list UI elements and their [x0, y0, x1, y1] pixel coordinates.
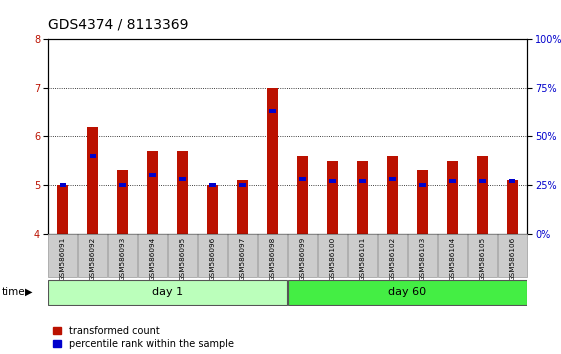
Bar — [240, 183, 246, 187]
FancyBboxPatch shape — [258, 234, 287, 278]
Bar — [389, 177, 396, 181]
FancyBboxPatch shape — [228, 234, 257, 278]
FancyBboxPatch shape — [348, 234, 377, 278]
Text: GSM586103: GSM586103 — [420, 237, 425, 281]
Text: GSM586102: GSM586102 — [389, 237, 396, 281]
Bar — [479, 179, 485, 183]
Bar — [149, 173, 156, 177]
Text: GSM586104: GSM586104 — [449, 237, 456, 281]
Text: day 1: day 1 — [152, 287, 183, 297]
Text: ▶: ▶ — [25, 287, 32, 297]
Bar — [447, 161, 458, 234]
Bar — [387, 156, 398, 234]
FancyBboxPatch shape — [288, 234, 317, 278]
FancyBboxPatch shape — [468, 234, 497, 278]
Bar — [117, 170, 128, 234]
Bar — [148, 151, 158, 234]
Bar — [57, 185, 68, 234]
Bar — [419, 183, 426, 187]
Bar — [209, 183, 216, 187]
Text: GSM586101: GSM586101 — [360, 237, 365, 281]
FancyBboxPatch shape — [48, 234, 77, 278]
Bar — [507, 180, 518, 234]
Bar — [327, 161, 338, 234]
Bar — [297, 156, 308, 234]
Text: GSM586092: GSM586092 — [90, 237, 96, 281]
Bar — [180, 177, 186, 181]
Text: GSM586091: GSM586091 — [59, 237, 66, 281]
Bar — [208, 185, 218, 234]
Text: GDS4374 / 8113369: GDS4374 / 8113369 — [48, 18, 188, 32]
FancyBboxPatch shape — [378, 234, 407, 278]
Bar — [177, 151, 188, 234]
FancyBboxPatch shape — [78, 234, 107, 278]
FancyBboxPatch shape — [108, 234, 137, 278]
Text: GSM586095: GSM586095 — [180, 237, 186, 281]
Bar — [449, 179, 456, 183]
Text: GSM586093: GSM586093 — [119, 237, 126, 281]
Bar — [267, 87, 278, 234]
Text: GSM586096: GSM586096 — [210, 237, 215, 281]
Bar — [88, 126, 98, 234]
FancyBboxPatch shape — [438, 234, 467, 278]
Bar — [300, 177, 306, 181]
Text: GSM586100: GSM586100 — [329, 237, 335, 281]
FancyBboxPatch shape — [168, 234, 197, 278]
Text: GSM586106: GSM586106 — [509, 237, 516, 281]
Text: day 60: day 60 — [388, 287, 426, 297]
Legend: transformed count, percentile rank within the sample: transformed count, percentile rank withi… — [53, 326, 234, 349]
FancyBboxPatch shape — [498, 234, 527, 278]
Bar — [269, 109, 275, 113]
FancyBboxPatch shape — [318, 234, 347, 278]
FancyBboxPatch shape — [48, 280, 287, 305]
Text: GSM586098: GSM586098 — [269, 237, 275, 281]
Bar — [59, 183, 66, 187]
Bar — [329, 179, 335, 183]
Bar — [357, 161, 367, 234]
Bar — [417, 170, 427, 234]
Bar — [509, 179, 516, 183]
FancyBboxPatch shape — [288, 280, 527, 305]
FancyBboxPatch shape — [198, 234, 227, 278]
Bar — [90, 154, 96, 158]
Text: GSM586099: GSM586099 — [300, 237, 306, 281]
Text: time: time — [2, 287, 25, 297]
Text: GSM586097: GSM586097 — [240, 237, 246, 281]
FancyBboxPatch shape — [408, 234, 437, 278]
Bar — [359, 179, 366, 183]
Bar — [477, 156, 488, 234]
Text: GSM586094: GSM586094 — [150, 237, 155, 281]
FancyBboxPatch shape — [138, 234, 167, 278]
Bar — [237, 180, 248, 234]
Bar — [119, 183, 126, 187]
Text: GSM586105: GSM586105 — [479, 237, 485, 281]
